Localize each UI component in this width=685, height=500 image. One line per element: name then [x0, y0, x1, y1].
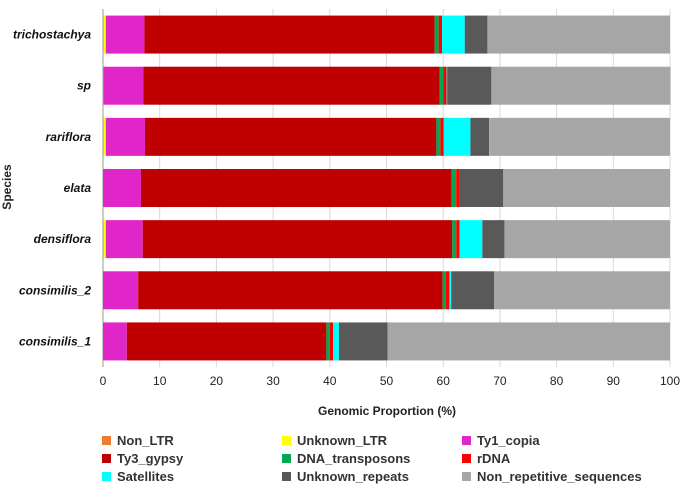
bar-segment-dna-transposons — [439, 66, 444, 105]
bar-segment-unknown-ltr — [103, 15, 106, 54]
x-tick-label: 70 — [493, 374, 507, 388]
bar-segment-unknown-repeats — [464, 15, 488, 54]
category-label: sp — [77, 79, 91, 93]
bar-segment-satellites — [459, 220, 483, 259]
category-label: consimilis_2 — [19, 283, 91, 297]
bar-segment-dna-transposons — [442, 271, 447, 310]
x-tick-label: 20 — [210, 374, 224, 388]
bar-segment-ty3-gypsy — [144, 117, 437, 156]
bar-segment-unknown-repeats — [451, 271, 495, 310]
bar-segment-non-repetitive-sequences — [487, 15, 670, 54]
bar-segment-rdna — [438, 15, 443, 54]
bar-segment-unknown-repeats — [459, 169, 504, 207]
bar-segment-rdna — [440, 117, 444, 156]
x-axis-ticks: 0 10 20 30 40 50 60 70 80 90 100 — [100, 374, 681, 388]
x-tick-label: 0 — [100, 374, 107, 388]
bar-segment-non-repetitive-sequences — [489, 117, 670, 156]
x-tick-label: 50 — [380, 374, 394, 388]
bar-segment-ty3-gypsy — [138, 271, 443, 310]
category-label: trichostachya — [13, 28, 91, 42]
bar-segment-rdna — [446, 271, 450, 310]
x-tick-label: 80 — [550, 374, 564, 388]
bar-segment-rdna — [456, 169, 460, 207]
bar-segment-dna-transposons — [436, 117, 441, 156]
bar-segment-non-ltr — [103, 15, 104, 54]
bar-segment-non-repetitive-sequences — [504, 220, 670, 259]
bar-segment-non-ltr — [103, 220, 104, 259]
bar-segment-dna-transposons — [434, 15, 439, 54]
bar-segment-ty3-gypsy — [142, 220, 453, 259]
bar-segment-rdna — [329, 322, 334, 361]
bar-segment-satellites — [443, 117, 471, 156]
x-axis-title: Genomic Proportion (%) — [318, 404, 456, 418]
bar-segment-unknown-repeats — [338, 322, 388, 361]
bar-segment-non-repetitive-sequences — [387, 322, 670, 361]
bar-segment-ty1-copia — [103, 169, 141, 207]
bar-segment-dna-transposons — [451, 169, 457, 207]
bar-segment-ty1-copia — [105, 220, 143, 259]
bar-segment-ty3-gypsy — [126, 322, 327, 361]
category-label: consimilis_1 — [19, 334, 91, 348]
x-tick-label: 100 — [660, 374, 680, 388]
bar-segment-non-repetitive-sequences — [494, 271, 670, 310]
bar-segment-unknown-repeats — [470, 117, 490, 156]
y-axis-title: Species — [0, 164, 14, 210]
bar-segment-ty1-copia — [103, 322, 127, 361]
bar-segment-ty1-copia — [105, 117, 145, 156]
bar-segment-satellites — [449, 271, 452, 310]
bar-segment-ty3-gypsy — [143, 66, 440, 105]
bar-segment-satellites — [442, 15, 465, 54]
bar-segment-ty1-copia — [105, 15, 145, 54]
x-tick-label: 30 — [266, 374, 280, 388]
bar-segment-unknown-repeats — [447, 66, 492, 105]
x-tick-label: 60 — [437, 374, 451, 388]
x-tick-label: 90 — [607, 374, 621, 388]
bar-segment-ty3-gypsy — [140, 169, 452, 207]
bar-segment-dna-transposons — [452, 220, 457, 259]
bar-segment-unknown-repeats — [482, 220, 505, 259]
bar-segment-non-repetitive-sequences — [503, 169, 670, 207]
bar-segment-ty1-copia — [103, 66, 144, 105]
x-tick-label: 10 — [153, 374, 167, 388]
y-axis-category-labels: trichostachya sp rariflora elata densiflora c… — [13, 28, 91, 349]
bar-segment-unknown-ltr — [103, 220, 106, 259]
bar-segment-dna-transposons — [326, 322, 330, 361]
category-label: elata — [64, 181, 92, 195]
bar-segment-non-repetitive-sequences — [491, 66, 671, 105]
bars — [103, 15, 671, 361]
bar-segment-satellites — [333, 322, 339, 361]
category-label: rariflora — [46, 130, 92, 144]
bar-segment-satellites — [446, 66, 448, 105]
bar-segment-unknown-ltr — [103, 117, 106, 156]
bar-segment-ty1-copia — [103, 271, 139, 310]
bar-segment-rdna — [456, 220, 460, 259]
category-label: densiflora — [34, 232, 92, 246]
bar-segment-rdna — [443, 66, 447, 105]
x-tick-label: 40 — [323, 374, 337, 388]
bar-segment-non-ltr — [103, 66, 104, 105]
bar-segment-ty3-gypsy — [144, 15, 435, 54]
bar-segment-non-ltr — [103, 117, 104, 156]
